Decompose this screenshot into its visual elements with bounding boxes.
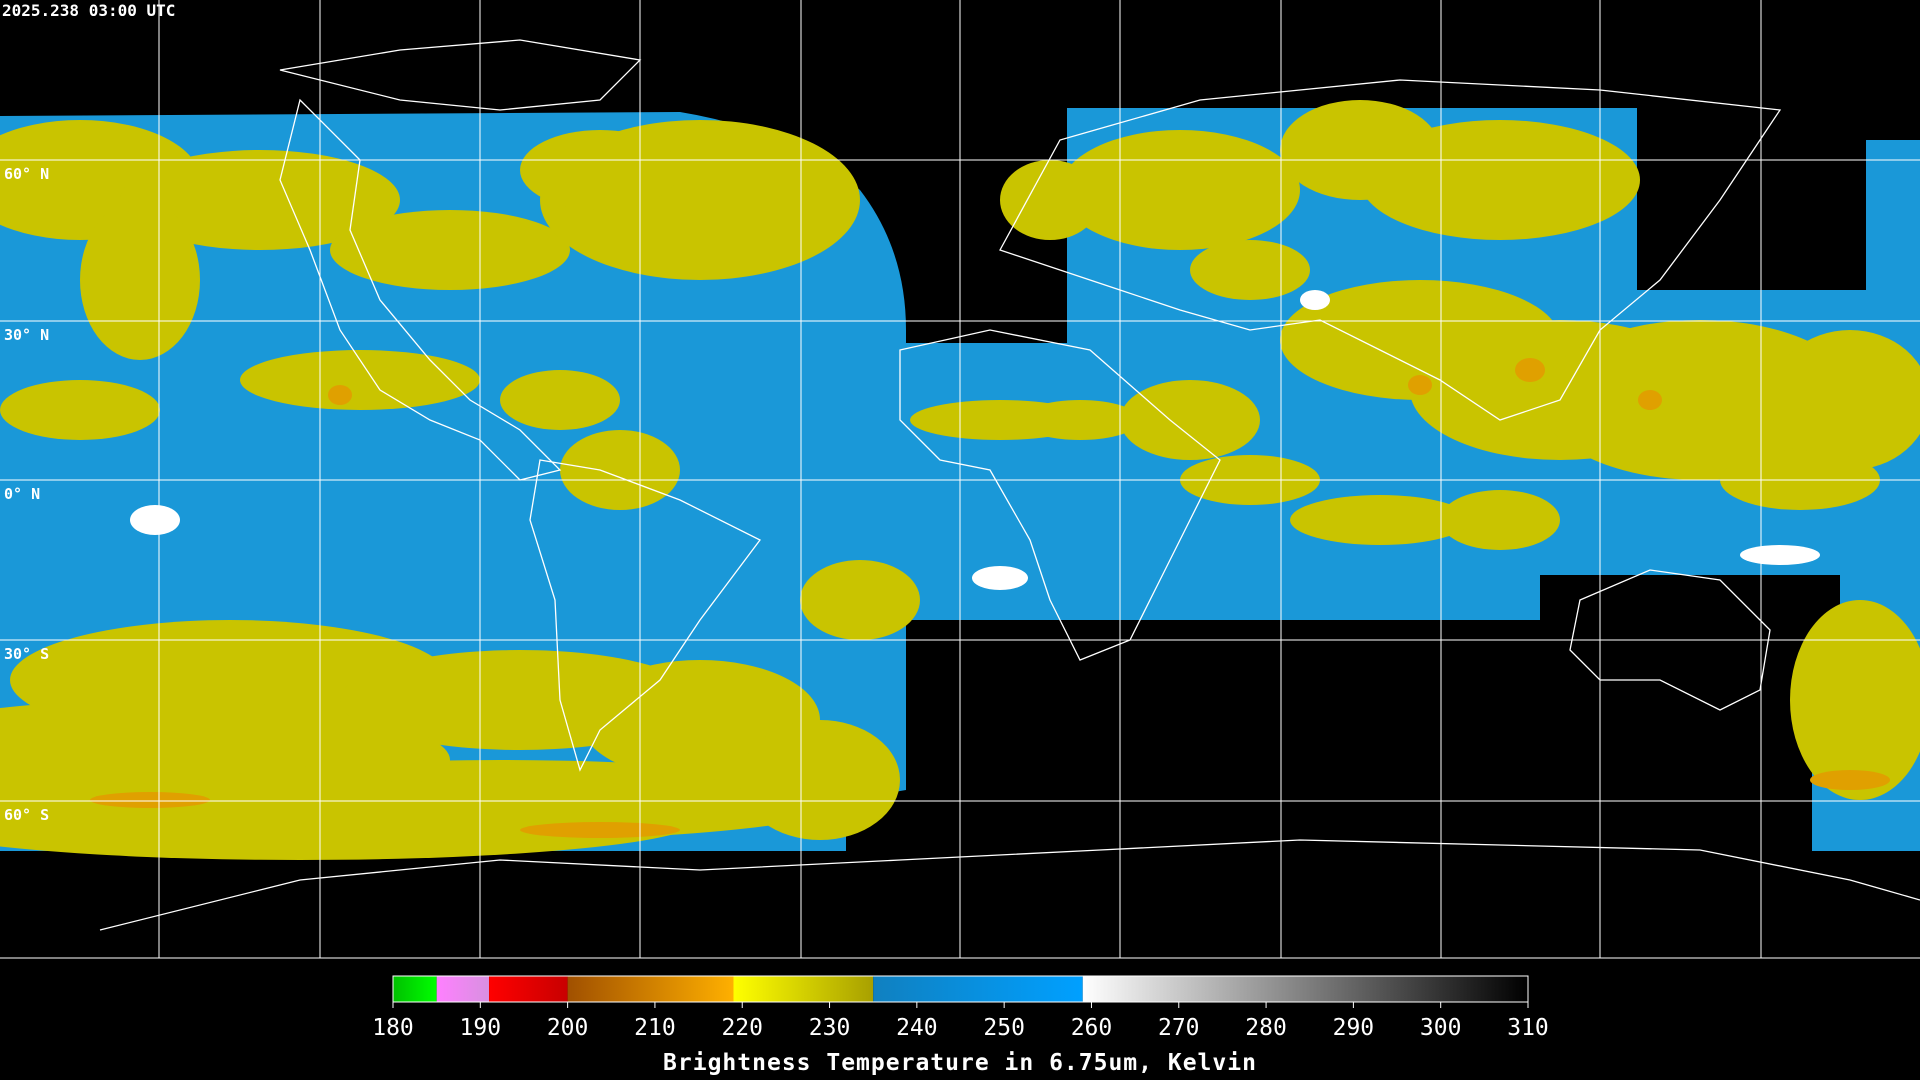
cold-cloud-top — [328, 385, 352, 405]
latitude-label: 30° N — [4, 326, 49, 344]
colorbar-tick-label: 180 — [372, 1015, 414, 1041]
cloud — [1120, 380, 1260, 460]
cloud — [740, 720, 900, 840]
cold-cloud-top — [1810, 770, 1890, 790]
colorbar-tick-label: 260 — [1071, 1015, 1113, 1041]
colorbar-tick-label: 250 — [983, 1015, 1025, 1041]
dry-area — [1740, 545, 1820, 565]
cloud — [1360, 120, 1640, 240]
cloud — [80, 200, 200, 360]
cloud — [500, 370, 620, 430]
colorbar-title: Brightness Temperature in 6.75um, Kelvin — [663, 1050, 1257, 1076]
colorbar-segment — [1082, 976, 1528, 1002]
north-america-outline — [279, 98, 562, 481]
dry-area — [130, 505, 180, 535]
colorbar-tick-label: 240 — [896, 1015, 938, 1041]
arctic-islands-outline — [279, 39, 642, 111]
latitude-label: 0° N — [4, 485, 40, 503]
colorbar-tick-label: 190 — [460, 1015, 502, 1041]
colorbar-tick-label: 280 — [1245, 1015, 1287, 1041]
cold-cloud-top — [520, 822, 680, 838]
cloud — [1000, 160, 1100, 240]
colorbar-tick-label: 210 — [634, 1015, 676, 1041]
colorbar-frame — [392, 975, 1529, 1003]
antarctica-outline — [99, 839, 1920, 931]
colorbar-segment — [393, 976, 437, 1002]
cloud — [800, 560, 920, 640]
dry-area — [972, 566, 1028, 590]
cloud — [1190, 240, 1310, 300]
latitude-label: 60° S — [4, 806, 49, 824]
colorbar-tick-label: 310 — [1507, 1015, 1549, 1041]
colorbar-tick-label: 270 — [1158, 1015, 1200, 1041]
colorbar-segment — [489, 976, 568, 1002]
cloud — [120, 150, 400, 250]
cloud — [560, 430, 680, 510]
eurasia-outline — [999, 79, 1782, 421]
cloud — [1290, 495, 1470, 545]
cloud — [1770, 330, 1920, 470]
colorbar-segment — [436, 976, 490, 1002]
cold-cloud-top — [1515, 358, 1545, 382]
cloud — [1540, 320, 1860, 480]
colorbar-segment — [873, 976, 1083, 1002]
colorbar-tick-label: 200 — [547, 1015, 589, 1041]
cold-cloud-top — [1408, 375, 1432, 395]
colorbar-segment — [567, 976, 734, 1002]
cloud — [1440, 490, 1560, 550]
cloud — [0, 380, 160, 440]
colorbar-tick-label: 290 — [1333, 1015, 1375, 1041]
south-america-outline — [529, 459, 761, 772]
latitude-label: 30° S — [4, 645, 49, 663]
cloud — [1790, 600, 1920, 800]
cloud — [520, 130, 680, 210]
latitude-grid: 60° N 30° N 0° N 30° S 60° S — [0, 159, 1920, 824]
timestamp: 2025.238 03:00 UTC — [2, 1, 175, 20]
dry-area — [1300, 290, 1330, 310]
australia-outline — [1569, 569, 1771, 711]
cloud — [240, 350, 480, 410]
cloud — [1020, 400, 1140, 440]
colorbar: 180 190 200 210 220 230 240 250 260 270 280 290 300 3… — [372, 975, 1549, 1041]
coastlines — [99, 39, 1920, 931]
latitude-label: 60° N — [4, 165, 49, 183]
colorbar-segment — [733, 976, 874, 1002]
cloud — [330, 210, 570, 290]
cold-cloud-top — [1638, 390, 1662, 410]
colorbar-tick-label: 230 — [809, 1015, 851, 1041]
colorbar-tick-label: 220 — [721, 1015, 763, 1041]
colorbar-tick-label: 300 — [1420, 1015, 1462, 1041]
cold-cloud-top — [90, 792, 210, 808]
